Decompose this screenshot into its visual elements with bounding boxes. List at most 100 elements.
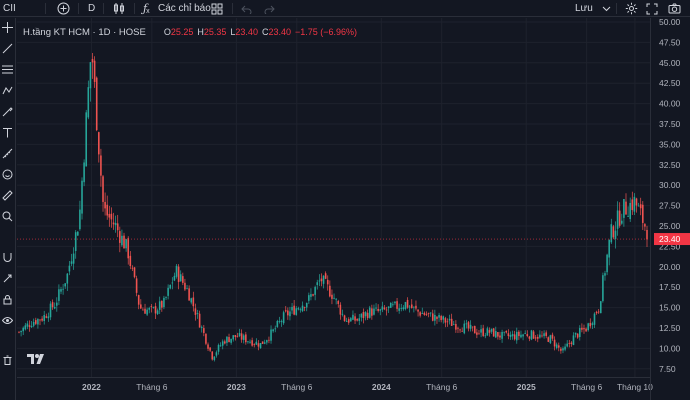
candle-body (402, 307, 405, 310)
candle-body (524, 333, 526, 334)
gear-icon[interactable] (625, 0, 638, 17)
divider (616, 3, 617, 14)
price-chart[interactable]: 50.00 47.50 45.00 42.50 40.00 37.50 35.00 32.50… (17, 18, 690, 400)
candle-body (163, 297, 165, 308)
candle-body (236, 336, 239, 338)
candles-icon[interactable] (113, 0, 125, 17)
candle-body (467, 322, 470, 329)
candle-body (314, 286, 316, 295)
candle-body (232, 335, 235, 340)
candle-body (557, 345, 560, 348)
candle-body (310, 294, 312, 297)
candle-body (576, 333, 579, 338)
candle-body (280, 321, 283, 323)
undo-icon[interactable] (241, 0, 253, 17)
chart-pane[interactable]: 50.00 47.50 45.00 42.50 40.00 37.50 35.00 32.50… (17, 18, 690, 400)
candle-body (457, 327, 459, 329)
fib-icon[interactable] (0, 62, 15, 76)
redo-icon[interactable] (263, 0, 275, 17)
chevron-down-icon[interactable] (602, 0, 611, 17)
candle-body (182, 276, 184, 283)
layout-grid-icon[interactable] (211, 0, 223, 17)
candle-body (627, 216, 629, 217)
time-tick-label: 2024 (372, 382, 391, 392)
candle-body (203, 328, 205, 333)
candle-body (238, 333, 241, 337)
candle-body (646, 229, 648, 240)
candle-body (270, 329, 272, 341)
plus-circle-icon[interactable] (57, 0, 70, 17)
candle-body (121, 235, 123, 246)
candle-body (131, 267, 134, 269)
candle-body (93, 60, 96, 82)
candle-body (331, 294, 333, 299)
divider (134, 3, 135, 14)
save-label: Lưu (575, 3, 593, 14)
save-button[interactable]: Lưu (575, 0, 593, 17)
candle-body (259, 343, 262, 349)
legend-low-label: L (230, 27, 236, 37)
trend-line-icon[interactable] (0, 41, 15, 55)
candle-body (257, 343, 260, 347)
tradingview-logo[interactable] (27, 353, 49, 367)
candle-body (639, 204, 642, 209)
candle-body (167, 287, 169, 296)
candle-body (593, 313, 596, 325)
candle-body (602, 275, 604, 302)
zoom-icon[interactable] (0, 209, 15, 223)
trash-icon[interactable] (0, 353, 15, 367)
text-icon[interactable] (0, 125, 15, 139)
magnet-icon[interactable] (0, 250, 15, 264)
crosshair-icon[interactable] (0, 20, 15, 34)
symbol-search[interactable]: CII (3, 0, 16, 17)
candle-body (362, 311, 365, 319)
candle-body (213, 356, 216, 360)
smile-icon[interactable] (0, 167, 15, 181)
price-tick-label: 32.50 (659, 160, 681, 170)
candle-body (387, 306, 390, 309)
brush-icon[interactable] (0, 104, 15, 118)
candle-body (165, 297, 167, 298)
candle-body (450, 318, 453, 326)
candle-body (322, 275, 325, 284)
candle-body (448, 318, 451, 321)
candle-body (507, 333, 510, 337)
candle-body (532, 331, 535, 339)
candle-body (528, 336, 531, 339)
candle-body (358, 318, 361, 321)
candle-body (47, 316, 50, 319)
fullscreen-icon[interactable] (646, 0, 658, 17)
interval-button[interactable]: D (88, 0, 95, 17)
candle-body (123, 235, 125, 249)
candle-body (381, 306, 384, 310)
candle-body (45, 316, 48, 318)
time-tick-label: 2023 (227, 382, 246, 392)
stay-drawing-icon[interactable] (0, 271, 15, 285)
lock-icon[interactable] (0, 292, 15, 306)
candle-body (434, 314, 436, 321)
candle-body (539, 334, 541, 338)
indicators-button[interactable]: Các chỉ báo (158, 0, 211, 17)
candle-body (497, 332, 499, 337)
price-tick-label: 47.50 (659, 37, 681, 47)
candle-body (211, 351, 214, 360)
candle-body (171, 282, 174, 284)
candle-body (480, 329, 482, 333)
candle-body (350, 318, 352, 322)
candle-body (347, 319, 350, 323)
candle-body (581, 327, 583, 330)
ruler-icon[interactable] (0, 188, 15, 202)
measure-icon[interactable] (0, 146, 15, 160)
candle-body (555, 344, 558, 348)
camera-icon[interactable] (668, 0, 681, 17)
eye-icon[interactable] (0, 313, 15, 327)
price-tick-label: 30.00 (659, 180, 681, 190)
pattern-icon[interactable] (0, 83, 15, 97)
symbol-label: CII (3, 3, 16, 14)
candle-body (373, 308, 375, 315)
candle-body (534, 337, 537, 339)
candle-body (161, 300, 163, 308)
candle-body (585, 328, 587, 332)
